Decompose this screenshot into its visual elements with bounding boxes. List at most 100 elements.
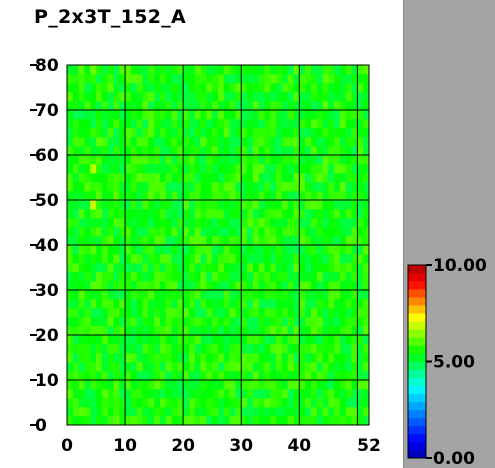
heatmap-cell	[258, 317, 265, 327]
heatmap-cell	[84, 371, 91, 381]
heatmap-cell	[188, 362, 196, 372]
heatmap-cell	[241, 371, 248, 381]
heatmap-cell	[293, 281, 300, 291]
heatmap-cell	[305, 362, 312, 372]
heatmap-cell	[270, 299, 277, 309]
colorbar-segment	[408, 369, 426, 378]
heatmap-cell	[154, 371, 161, 381]
heatmap-cell	[206, 416, 213, 426]
x-tick-label: 40	[287, 436, 311, 456]
heatmap-cell	[287, 344, 294, 354]
heatmap-cell	[264, 164, 271, 174]
heatmap-cell	[154, 83, 161, 93]
heatmap-cell	[264, 308, 271, 318]
heatmap-cell	[212, 182, 219, 192]
heatmap-cell	[101, 398, 108, 408]
heatmap-cell	[90, 146, 97, 156]
colorbar-segment	[408, 305, 426, 314]
heatmap-cell	[281, 209, 288, 219]
heatmap-cell	[229, 389, 236, 399]
heatmap-cell	[67, 227, 74, 237]
heatmap-cell	[229, 254, 236, 264]
heatmap-cell	[67, 164, 74, 174]
heatmap-cell	[130, 218, 137, 228]
heatmap-cell	[90, 128, 97, 138]
heatmap-cell	[101, 227, 108, 237]
heatmap-cell	[200, 173, 207, 183]
heatmap-cell	[142, 128, 149, 138]
heatmap-cell	[148, 65, 155, 75]
heatmap-cell	[252, 236, 259, 246]
heatmap-cell	[281, 407, 288, 417]
heatmap-cell	[130, 101, 137, 111]
heatmap-cell	[351, 416, 358, 426]
heatmap-cell	[258, 272, 265, 282]
heatmap-cell	[287, 272, 294, 282]
heatmap-cell	[154, 74, 161, 84]
heatmap-cell	[339, 407, 347, 417]
heatmap-cell	[90, 101, 97, 111]
heatmap-cell	[345, 272, 352, 282]
colorbar-segment	[408, 329, 426, 338]
heatmap-cell	[247, 101, 254, 111]
heatmap-cell	[148, 128, 155, 138]
heatmap-cell	[113, 380, 120, 390]
heatmap-cell	[258, 182, 265, 192]
heatmap-cell	[78, 272, 85, 282]
heatmap-cell	[229, 299, 236, 309]
heatmap-cell	[223, 146, 230, 156]
heatmap-cell	[125, 182, 132, 192]
heatmap-cell	[339, 74, 347, 84]
heatmap-cell	[101, 380, 108, 390]
heatmap-cell	[171, 398, 178, 408]
heatmap-cell	[316, 272, 323, 282]
x-tick-label: 10	[113, 436, 137, 456]
heatmap-cell	[206, 245, 213, 255]
heatmap-cell	[305, 110, 312, 120]
heatmap-cell	[281, 173, 288, 183]
heatmap-cell	[258, 389, 265, 399]
heatmap-cell	[241, 101, 248, 111]
heatmap-cell	[159, 92, 167, 102]
heatmap-cell	[130, 308, 137, 318]
heatmap-cell	[206, 353, 213, 363]
heatmap-cell	[252, 335, 259, 345]
heatmap-cell	[287, 83, 294, 93]
heatmap-cell	[125, 326, 132, 336]
heatmap-cell	[183, 209, 190, 219]
heatmap-cell	[200, 290, 207, 300]
heatmap-cell	[142, 119, 149, 129]
heatmap-cell	[252, 263, 259, 273]
heatmap-cell	[72, 182, 79, 192]
heatmap-cell	[113, 236, 120, 246]
heatmap-cell	[247, 65, 254, 75]
heatmap-cell	[136, 263, 143, 273]
heatmap-cell	[78, 254, 85, 264]
heatmap-cell	[276, 74, 283, 84]
heatmap-cell	[188, 137, 196, 147]
heatmap-cell	[206, 317, 213, 327]
heatmap-cell	[270, 407, 277, 417]
heatmap-cell	[194, 110, 201, 120]
heatmap-cell	[194, 218, 201, 228]
heatmap-cell	[130, 83, 137, 93]
heatmap-cell	[287, 110, 294, 120]
heatmap-cell	[334, 110, 341, 120]
heatmap-cell	[119, 353, 126, 363]
heatmap-cell	[241, 380, 248, 390]
heatmap-cell	[78, 245, 85, 255]
heatmap-cell	[247, 344, 254, 354]
heatmap-cell	[299, 326, 306, 336]
heatmap-cell	[130, 254, 137, 264]
heatmap-cell	[67, 209, 74, 219]
heatmap-cell	[270, 227, 277, 237]
heatmap-cell	[287, 299, 294, 309]
heatmap-cell	[90, 380, 97, 390]
heatmap-cell	[252, 155, 259, 165]
heatmap-cell	[119, 101, 126, 111]
heatmap-cell	[351, 344, 358, 354]
heatmap-cell	[136, 380, 143, 390]
heatmap-cell	[287, 92, 294, 102]
heatmap-cell	[188, 65, 196, 75]
heatmap-cell	[293, 353, 300, 363]
